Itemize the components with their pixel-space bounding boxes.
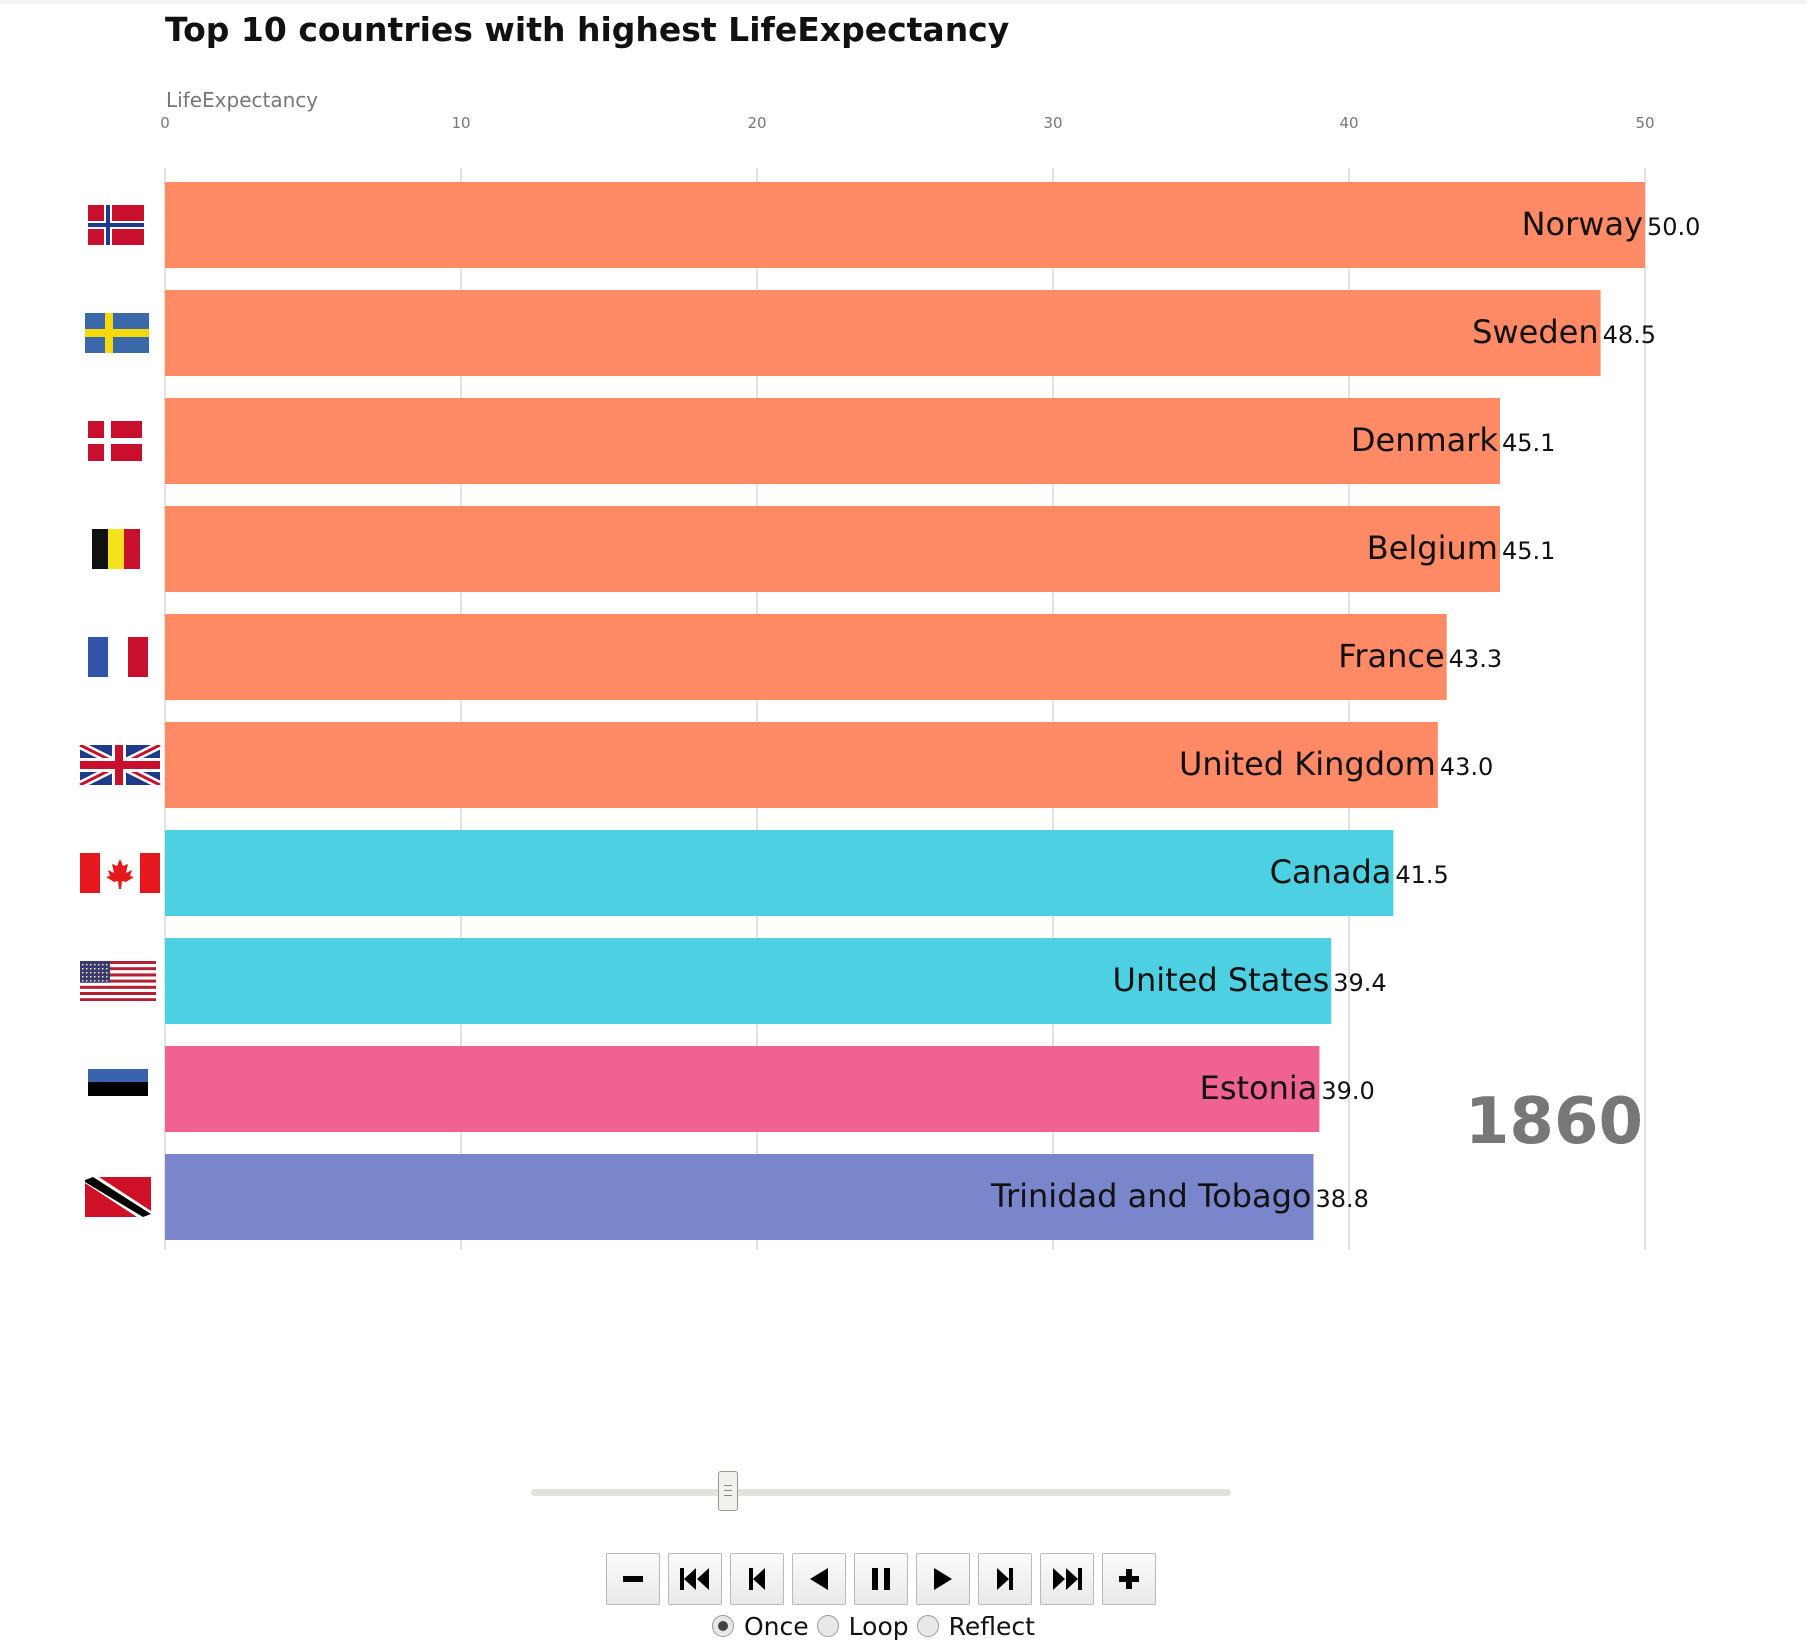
bar-united-kingdom — [165, 722, 1438, 808]
x-tick-label: 30 — [1043, 114, 1062, 132]
bar-value-label: 45.1 — [1502, 537, 1555, 565]
mode-once-label: Once — [744, 1611, 809, 1641]
bar-category-label: United Kingdom — [1179, 745, 1436, 783]
mode-loop-radio[interactable] — [816, 1615, 839, 1637]
canada-flag — [80, 853, 160, 893]
norway-flag — [88, 205, 144, 245]
decrease-speed-button[interactable] — [606, 1553, 660, 1605]
denmark-flag — [88, 421, 142, 461]
chart-title: Top 10 countries with highest LifeExpect… — [165, 10, 1009, 49]
x-tick-label: 10 — [451, 114, 470, 132]
play-icon — [934, 1568, 952, 1590]
flags — [78, 205, 162, 1217]
mode-loop[interactable]: Loop — [816, 1611, 909, 1641]
pause-button[interactable] — [854, 1553, 908, 1605]
x-tick-label: 50 — [1635, 114, 1654, 132]
player-controls — [606, 1553, 1156, 1605]
bar-category-label: France — [1338, 637, 1444, 675]
x-tick-label: 40 — [1339, 114, 1358, 132]
united-states-flag — [80, 961, 156, 1001]
bar-norway — [165, 182, 1645, 268]
bar-value-label: 39.0 — [1321, 1077, 1374, 1105]
bar-category-label: United States — [1113, 961, 1330, 999]
first-frame-icon — [680, 1568, 709, 1590]
bar-value-label: 50.0 — [1647, 213, 1700, 241]
estonia-flag — [88, 1069, 148, 1109]
x-tick-label: 0 — [160, 114, 170, 132]
minus-icon — [623, 1576, 643, 1582]
frame-slider-track[interactable] — [531, 1489, 1231, 1496]
step-forward-button[interactable] — [978, 1553, 1032, 1605]
loop-mode-options: Once Loop Reflect — [712, 1611, 1043, 1641]
increase-speed-button[interactable] — [1102, 1553, 1156, 1605]
mode-loop-label: Loop — [848, 1611, 909, 1641]
last-frame-icon — [1053, 1568, 1082, 1590]
mode-reflect-label: Reflect — [948, 1611, 1035, 1641]
bar-value-label: 43.0 — [1440, 753, 1493, 781]
trinidad-and-tobago-flag — [85, 1177, 151, 1217]
plus-icon — [1119, 1569, 1139, 1589]
bar-united-states — [165, 938, 1332, 1024]
sweden-flag — [85, 313, 149, 353]
mode-reflect[interactable]: Reflect — [916, 1611, 1035, 1641]
bar-belgium — [165, 506, 1500, 592]
bar-chart: Top 10 countries with highest LifeExpect… — [78, 10, 1700, 1250]
bar-canada — [165, 830, 1394, 916]
bar-category-label: Denmark — [1351, 421, 1499, 459]
top-border — [0, 0, 1807, 4]
mode-once-radio[interactable] — [712, 1615, 734, 1637]
step-back-icon — [749, 1568, 765, 1590]
bar-value-label: 41.5 — [1395, 861, 1448, 889]
bar-value-label: 39.4 — [1333, 969, 1386, 997]
bar-sweden — [165, 290, 1601, 376]
bar-estonia — [165, 1046, 1320, 1132]
step-back-button[interactable] — [730, 1553, 784, 1605]
bar-value-label: 45.1 — [1502, 429, 1555, 457]
animation-player: Once Loop Reflect — [0, 1440, 1807, 1641]
play-reverse-icon — [810, 1568, 828, 1590]
bar-category-label: Trinidad and Tobago — [990, 1177, 1311, 1215]
bar-denmark — [165, 398, 1500, 484]
bar-category-label: Canada — [1270, 853, 1392, 891]
bar-category-label: Sweden — [1472, 313, 1598, 351]
mode-reflect-radio[interactable] — [916, 1615, 939, 1637]
bar-category-label: Norway — [1522, 205, 1643, 243]
bar-value-label: 43.3 — [1449, 645, 1502, 673]
bar-category-label: Belgium — [1367, 529, 1498, 567]
year-label: 1860 — [1465, 1085, 1643, 1159]
mode-once[interactable]: Once — [712, 1612, 809, 1641]
pause-icon — [872, 1568, 890, 1590]
play-button[interactable] — [916, 1553, 970, 1605]
x-axis-label: LifeExpectancy — [166, 88, 318, 112]
step-forward-icon — [997, 1568, 1013, 1590]
play-reverse-button[interactable] — [792, 1553, 846, 1605]
united-kingdom-flag — [78, 745, 162, 785]
bar-category-label: Estonia — [1200, 1069, 1318, 1107]
belgium-flag — [92, 529, 140, 569]
last-frame-button[interactable] — [1040, 1553, 1094, 1605]
frame-slider-handle[interactable] — [718, 1471, 738, 1511]
bar-france — [165, 614, 1447, 700]
x-axis-ticks: 0 10 20 30 40 50 — [160, 114, 1654, 132]
bar-value-label: 38.8 — [1315, 1185, 1368, 1213]
bar-value-label: 48.5 — [1603, 321, 1656, 349]
first-frame-button[interactable] — [668, 1553, 722, 1605]
x-tick-label: 20 — [747, 114, 766, 132]
france-flag — [88, 637, 148, 677]
bar-trinidad-and-tobago — [165, 1154, 1314, 1240]
